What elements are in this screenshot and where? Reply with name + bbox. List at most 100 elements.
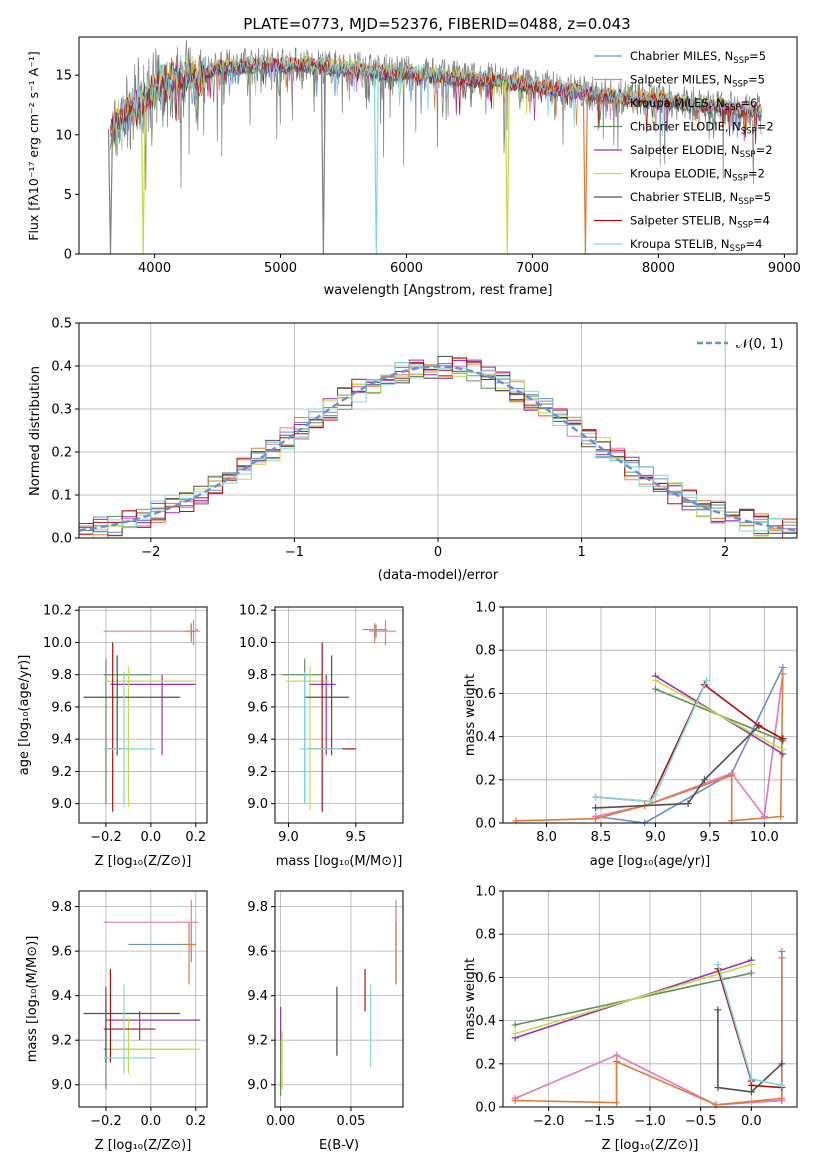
y-tick-label: 9.4 <box>51 733 72 748</box>
weight-marker <box>728 771 736 779</box>
x-tick-label: −0.5 <box>685 1114 717 1129</box>
y-tick-label: 0.4 <box>475 730 496 745</box>
spectrum-ylabel: Flux [fλ10⁻¹⁷ erg cm⁻² s⁻¹ A⁻¹] <box>26 51 41 240</box>
x-tick-label: −1.5 <box>584 1114 616 1129</box>
weight-line <box>717 1009 783 1093</box>
y-tick-label: 0.0 <box>475 1101 496 1116</box>
normal-legend-label: 𝒩(0, 1) <box>736 337 783 352</box>
weight-marker <box>613 1099 621 1107</box>
y-tick-label: 0.3 <box>51 403 72 418</box>
legend-label: Chabrier ELODIE, NSSP=2 <box>630 120 774 137</box>
y-tick-label: 10.2 <box>239 604 268 619</box>
weight-marker <box>592 815 600 823</box>
mass-vs-reddening-xlabel: E(B-V) <box>319 1138 359 1153</box>
x-tick-label: −2.0 <box>533 1114 565 1129</box>
x-tick-label: 0.0 <box>741 1114 762 1129</box>
legend-label: Salpeter MILES, NSSP=5 <box>630 73 765 90</box>
y-tick-label: 9.2 <box>247 1034 268 1049</box>
y-tick-label: 10.2 <box>43 604 72 619</box>
y-tick-label: 9.8 <box>247 668 268 683</box>
y-tick-label: 0.1 <box>51 489 72 504</box>
weight-marker <box>511 1097 519 1105</box>
x-tick-label: 0.2 <box>185 830 206 845</box>
legend-count: =5 <box>754 190 771 204</box>
x-tick-label: 6000 <box>390 261 423 276</box>
age-vs-metallicity-axes-frame <box>78 606 208 824</box>
y-tick-label: 9.0 <box>51 1078 72 1093</box>
weight-vs-age-axes-frame <box>502 606 798 824</box>
y-tick-label: 9.6 <box>51 945 72 960</box>
legend-count: =2 <box>756 143 773 157</box>
x-tick-label: 0.0 <box>141 1114 162 1129</box>
weight-marker <box>714 1084 722 1092</box>
x-tick-label: 0 <box>434 545 442 560</box>
y-tick-label: 9.6 <box>247 700 268 715</box>
legend-count: =2 <box>757 120 774 134</box>
weight-line <box>514 963 752 1035</box>
legend-label: Salpeter ELODIE, NSSP=2 <box>630 143 773 160</box>
y-tick-label: 9.0 <box>247 797 268 812</box>
weight-line <box>717 964 782 1087</box>
weight-marker <box>777 813 785 821</box>
legend-label: Kroupa STELIB, NSSP=4 <box>630 237 762 254</box>
y-tick-label: 0.2 <box>51 446 72 461</box>
weight-marker <box>747 969 755 977</box>
mass-vs-metallicity-ylabel: mass [log₁₀(M/M⊙)] <box>25 936 40 1063</box>
legend-subscript: SSP <box>740 150 756 160</box>
weight-marker <box>651 676 659 684</box>
weight-marker <box>747 960 755 968</box>
age-vs-metallicity-xlabel: Z [log₁₀(Z/Z⊙)] <box>95 854 192 869</box>
weight-marker <box>651 791 659 799</box>
x-tick-label: 10.0 <box>750 830 779 845</box>
x-tick-label: 9.0 <box>645 830 666 845</box>
x-tick-label: −1.0 <box>634 1114 666 1129</box>
legend-label: Chabrier MILES, NSSP=5 <box>630 49 766 66</box>
y-tick-label: 9.2 <box>51 765 72 780</box>
weight-marker <box>778 1060 786 1068</box>
x-tick-label: 0.00 <box>266 1114 295 1129</box>
spectrum-dropout <box>107 128 114 254</box>
histogram-step <box>79 362 797 538</box>
x-tick-label: 4000 <box>138 261 171 276</box>
legend-count: =4 <box>745 237 762 251</box>
weight-marker <box>778 1081 786 1089</box>
legend-subscript: SSP <box>732 80 748 90</box>
x-tick-label: 9000 <box>768 261 801 276</box>
weight-marker <box>714 960 722 968</box>
spectrum-line <box>110 54 762 133</box>
normal-curve <box>78 365 798 532</box>
mass-vs-metallicity-panel: −0.2 0.0 0.2 9.0 9.2 9.4 9.6 9.8 Z [log₁₀(Z/Z⊙)… <box>25 890 208 1153</box>
y-tick-label: 0.0 <box>51 532 72 547</box>
mass-vs-reddening-axes-frame <box>274 890 404 1108</box>
y-tick-label: 10 <box>55 128 72 143</box>
weight-vs-age-panel: 8.0 8.5 9.0 9.5 10.0 0.0 0.2 0.4 0.6 0.8 1.0 age [… <box>463 601 798 869</box>
weight-vs-metallicity-ylabel: mass weight <box>463 958 478 1040</box>
spectrum-line <box>110 54 762 151</box>
weight-marker <box>592 793 600 801</box>
y-tick-label: 10.0 <box>43 636 72 651</box>
legend-label: Kroupa ELODIE, NSSP=2 <box>630 167 765 184</box>
weight-marker <box>613 1058 621 1066</box>
age-vs-mass-panel: 9.0 9.5 9.0 9.2 9.4 9.6 9.8 10.0 10.2 mass [log₁… <box>239 604 404 869</box>
y-tick-label: 0.4 <box>475 1014 496 1029</box>
weight-marker <box>747 1075 755 1083</box>
spectrum-dropout <box>320 66 326 254</box>
mass-vs-metallicity-xlabel: Z [log₁₀(Z/Z⊙)] <box>95 1138 192 1153</box>
residuals-xlabel: (data-model)/error <box>378 568 499 583</box>
y-tick-label: 0.5 <box>51 317 72 332</box>
weight-marker <box>779 746 787 754</box>
x-tick-label: 2 <box>721 545 729 560</box>
y-tick-label: 0 <box>64 248 72 263</box>
x-tick-label: 0.0 <box>141 830 162 845</box>
y-tick-label: 15 <box>55 69 72 84</box>
legend-count: =4 <box>753 214 770 228</box>
y-tick-label: 0.2 <box>475 1057 496 1072</box>
x-tick-label: −1 <box>285 545 304 560</box>
weight-marker <box>703 676 711 684</box>
x-tick-label: −0.2 <box>90 830 122 845</box>
y-tick-label: 5 <box>64 188 72 203</box>
weight-marker <box>511 1021 519 1029</box>
mass-vs-reddening-panel: 0.00 0.05 9.0 9.2 9.4 9.6 9.8 E(B-V) <box>247 890 404 1153</box>
y-tick-label: 1.0 <box>475 601 496 616</box>
spectrum-dropout <box>373 71 379 254</box>
